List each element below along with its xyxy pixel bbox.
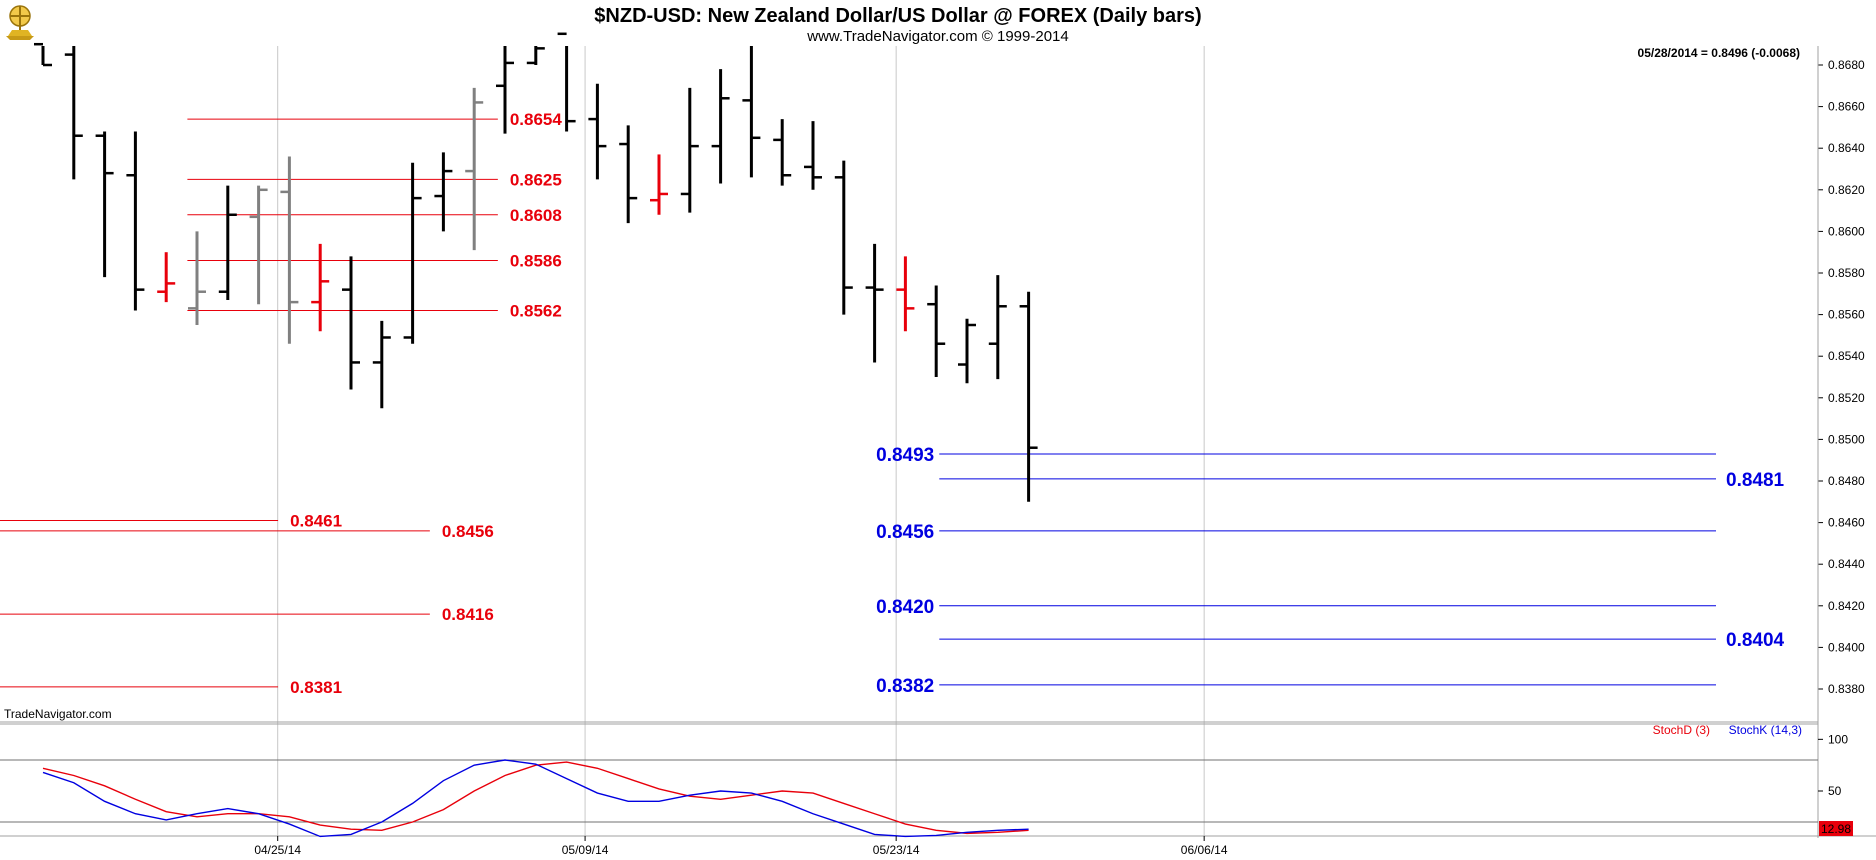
chart-title: $NZD-USD: New Zealand Dollar/US Dollar @… bbox=[594, 5, 1201, 27]
stoch-k-line bbox=[42, 759, 1029, 838]
stochastic-panel bbox=[0, 759, 1818, 838]
ohlc-bar-23 bbox=[742, 46, 761, 178]
resistance-label-5: 0.8461 bbox=[290, 512, 342, 531]
stoch-d-line bbox=[42, 761, 1029, 835]
price-tick-label-6: 0.8500 bbox=[1828, 432, 1865, 446]
resistance-label-3: 0.8586 bbox=[510, 252, 562, 271]
support-label-0: 0.8493 bbox=[876, 445, 934, 466]
ohlc-bar-17 bbox=[557, 32, 576, 132]
ohlc-bar-20 bbox=[650, 154, 668, 215]
resistance-label-0: 0.8654 bbox=[510, 110, 563, 129]
price-tick-label-13: 0.8640 bbox=[1828, 141, 1865, 155]
ohlc-bar-19 bbox=[619, 125, 638, 224]
legend-stoch-k: StochK (14,3) bbox=[1729, 723, 1802, 737]
ohlc-bar-24 bbox=[773, 119, 792, 186]
resistance-label-4: 0.8562 bbox=[510, 301, 562, 320]
price-tick-label-4: 0.8460 bbox=[1828, 516, 1865, 530]
resistance-label-6: 0.8456 bbox=[442, 522, 494, 541]
price-tick-label-8: 0.8540 bbox=[1828, 349, 1865, 363]
resistance-label-1: 0.8625 bbox=[510, 170, 562, 189]
ohlc-bar-21 bbox=[680, 87, 699, 213]
price-tick-label-14: 0.8660 bbox=[1828, 100, 1865, 114]
ohlc-bar-5 bbox=[188, 231, 206, 325]
ohlc-bar-26 bbox=[834, 160, 853, 315]
price-tick-label-5: 0.8480 bbox=[1828, 474, 1865, 488]
ohlc-bar-16 bbox=[526, 46, 545, 65]
resistance-label-8: 0.8381 bbox=[290, 678, 342, 697]
date-axis: 04/25/14 05/09/14 05/23/14 06/06/14 bbox=[254, 836, 1228, 857]
support-label-4: 0.8404 bbox=[1726, 630, 1785, 651]
date-tick-label-3: 06/06/14 bbox=[1181, 843, 1228, 857]
price-tick-label-7: 0.8520 bbox=[1828, 391, 1865, 405]
price-tick-label-12: 0.8620 bbox=[1828, 183, 1865, 197]
ohlc-bar-28 bbox=[896, 256, 915, 332]
resistance-label-2: 0.8608 bbox=[510, 206, 562, 225]
price-tick-label-0: 0.8380 bbox=[1828, 682, 1865, 696]
ohlc-bar-0 bbox=[34, 42, 52, 67]
date-tick-label-0: 04/25/14 bbox=[254, 843, 301, 857]
ohlc-bar-15 bbox=[496, 46, 514, 134]
chart-subtitle: www.TradeNavigator.com © 1999-2014 bbox=[806, 28, 1068, 45]
ohlc-bar-1 bbox=[64, 46, 83, 180]
last-value-badge: 12.98 bbox=[1819, 821, 1853, 836]
resistance-label-7: 0.8416 bbox=[442, 605, 494, 624]
support-label-2: 0.8456 bbox=[876, 522, 934, 543]
ohlc-bar-31 bbox=[988, 275, 1007, 380]
ohlc-bar-18 bbox=[588, 83, 607, 180]
stochastic-axis: 50 100 bbox=[1818, 732, 1848, 798]
ohlc-bar-3 bbox=[126, 131, 145, 311]
last-quote: 05/28/2014 = 0.8496 (-0.0068) bbox=[1638, 46, 1800, 60]
ohlc-bar-4 bbox=[157, 252, 176, 303]
ohlc-bar-14 bbox=[465, 87, 484, 251]
last-value-text: 12.98 bbox=[1821, 822, 1851, 836]
ohlc-bar-30 bbox=[958, 318, 976, 384]
ohlc-bar-11 bbox=[372, 320, 391, 409]
ohlc-bar-9 bbox=[311, 243, 330, 332]
date-tick-label-2: 05/23/14 bbox=[873, 843, 920, 857]
panel-frame bbox=[0, 46, 1876, 838]
ohlc-bar-32 bbox=[1019, 291, 1038, 502]
support-label-1: 0.8481 bbox=[1726, 470, 1785, 491]
price-bars bbox=[34, 32, 1038, 502]
support-label-3: 0.8420 bbox=[876, 597, 934, 618]
ohlc-bar-29 bbox=[927, 285, 946, 377]
ohlc-bar-7 bbox=[249, 185, 268, 305]
price-tick-label-2: 0.8420 bbox=[1828, 599, 1865, 613]
stoch-tick-label-1: 100 bbox=[1828, 732, 1848, 746]
stoch-tick-label-0: 50 bbox=[1828, 784, 1842, 798]
ohlc-bar-13 bbox=[434, 152, 453, 232]
ohlc-bar-6 bbox=[218, 185, 237, 301]
ohlc-bar-2 bbox=[95, 131, 114, 278]
price-tick-label-1: 0.8400 bbox=[1828, 640, 1865, 654]
vertical-gridlines bbox=[277, 46, 1205, 836]
date-tick-label-1: 05/09/14 bbox=[562, 843, 609, 857]
price-tick-label-3: 0.8440 bbox=[1828, 557, 1865, 571]
ohlc-bar-25 bbox=[804, 121, 822, 190]
price-tick-label-10: 0.8580 bbox=[1828, 266, 1865, 280]
watermark-text: TradeNavigator.com bbox=[4, 707, 112, 721]
support-label-5: 0.8382 bbox=[876, 676, 934, 697]
ohlc-bar-12 bbox=[403, 162, 422, 344]
ohlc-bar-10 bbox=[342, 256, 360, 390]
app-logo-icon bbox=[2, 2, 38, 42]
ohlc-bar-8 bbox=[280, 156, 299, 344]
price-tick-label-15: 0.8680 bbox=[1828, 58, 1865, 72]
ohlc-bar-22 bbox=[711, 69, 730, 184]
price-axis: 0.8380 0.8400 0.8420 0.8440 0.8460 0.8480 0.85… bbox=[1818, 58, 1865, 696]
price-levels: 0.8654 0.8625 0.8608 0.8586 0.8562 0.8461 0.84… bbox=[0, 110, 1785, 697]
legend-stoch-d: StochD (3) bbox=[1653, 723, 1710, 737]
price-tick-label-11: 0.8600 bbox=[1828, 224, 1865, 238]
price-tick-label-9: 0.8560 bbox=[1828, 308, 1865, 322]
ohlc-bar-27 bbox=[865, 243, 884, 363]
